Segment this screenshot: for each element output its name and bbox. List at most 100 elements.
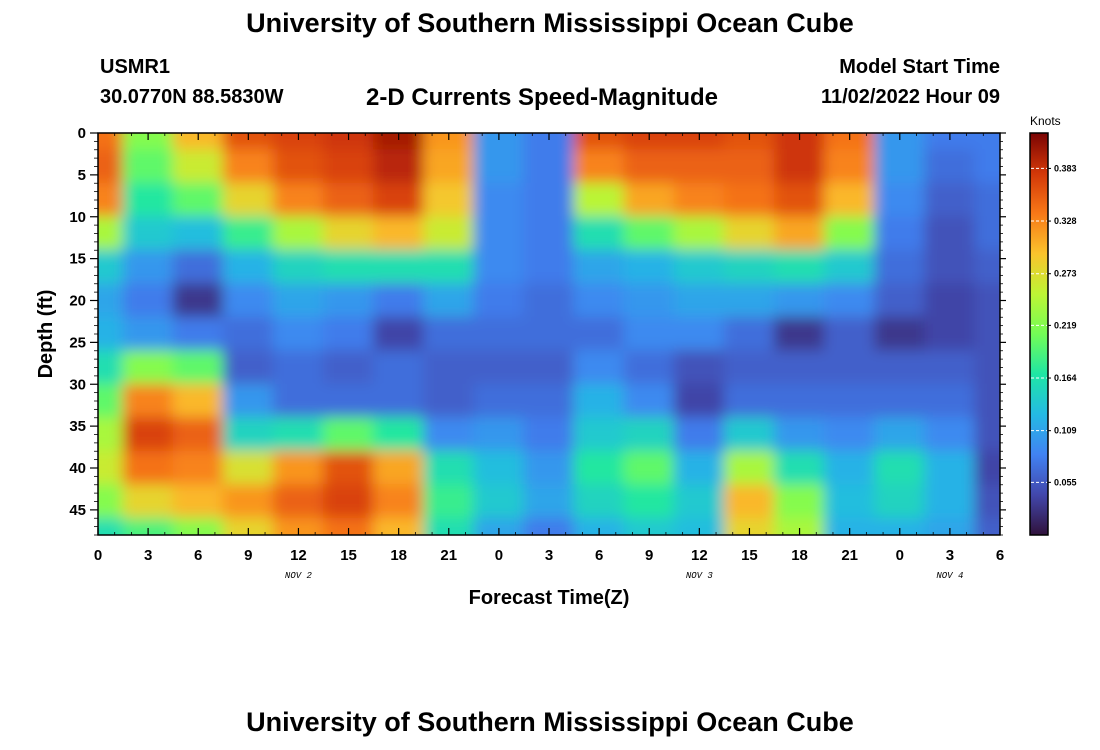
heat-cell — [924, 484, 976, 519]
y-tick-label: 45 — [69, 502, 86, 519]
heat-cell — [423, 149, 475, 184]
colorbar-tick-label: 0.383 — [1054, 163, 1077, 173]
heat-cell — [473, 383, 525, 419]
heat-cell — [323, 450, 375, 486]
heat-cell — [723, 417, 775, 452]
heat-cell — [323, 182, 375, 218]
heat-cell — [924, 417, 976, 452]
heat-cell — [373, 350, 425, 385]
heat-cell — [673, 149, 725, 184]
heat-cell — [723, 249, 775, 285]
heat-cell — [473, 316, 525, 352]
x-tick-label: 18 — [390, 547, 407, 564]
heat-cell — [323, 383, 375, 419]
heat-cell — [172, 283, 224, 318]
heat-cell — [373, 450, 425, 486]
heat-cell — [373, 484, 425, 519]
model-start-label: Model Start Time — [839, 56, 1000, 78]
y-tick-label: 0 — [78, 125, 86, 142]
colorbar-tick-label: 0.164 — [1054, 373, 1077, 383]
heat-cell — [473, 450, 525, 486]
heat-cell — [473, 350, 525, 385]
heat-cell — [874, 517, 926, 535]
y-tick-label: 30 — [69, 376, 86, 393]
x-tick-label: 0 — [896, 547, 904, 564]
heat-cell — [323, 149, 375, 184]
heat-cell — [423, 249, 475, 285]
heat-cell — [323, 350, 375, 385]
heat-cell — [222, 350, 274, 385]
heat-cell — [523, 249, 575, 285]
heat-cell — [974, 316, 1000, 352]
heat-cell — [323, 249, 375, 285]
x-tick-label: 3 — [545, 547, 553, 564]
heat-cell — [473, 517, 525, 535]
x-tick-label: 3 — [144, 547, 152, 564]
heat-cell — [172, 182, 224, 218]
heat-cell — [723, 133, 775, 151]
heat-cell — [774, 383, 826, 419]
heat-cell — [924, 383, 976, 419]
heat-cell — [573, 133, 625, 151]
heat-cell — [98, 417, 124, 452]
y-axis-title: Depth (ft) — [35, 290, 57, 379]
heat-cell — [222, 133, 274, 151]
colorbar — [1029, 132, 1049, 536]
heat-cell — [98, 149, 124, 184]
heat-cell — [824, 283, 876, 318]
y-tick-label: 40 — [69, 460, 86, 477]
heat-cell — [423, 417, 475, 452]
heat-cell — [623, 517, 675, 535]
heat-cell — [924, 450, 976, 486]
heat-cell — [623, 450, 675, 486]
heat-cell — [98, 484, 124, 519]
heat-cell — [222, 484, 274, 519]
heat-cell — [473, 182, 525, 218]
heat-cell — [172, 316, 224, 352]
heat-cell — [423, 316, 475, 352]
station-id: USMR1 — [100, 56, 171, 78]
heat-cell — [272, 149, 324, 184]
heat-cell — [723, 216, 775, 251]
heat-cell — [573, 383, 625, 419]
heat-cell — [774, 283, 826, 318]
heat-cell — [172, 417, 224, 452]
heat-cell — [723, 316, 775, 352]
heat-cell — [774, 149, 826, 184]
x-tick-label: 15 — [741, 547, 758, 564]
heat-cell — [98, 182, 124, 218]
heat-cell — [98, 283, 124, 318]
heat-cell — [874, 133, 926, 151]
heat-cell — [373, 383, 425, 419]
heat-cell — [824, 249, 876, 285]
heat-cell — [824, 316, 876, 352]
heat-cell — [673, 450, 725, 486]
heat-cell — [723, 450, 775, 486]
heat-cell — [974, 450, 1000, 486]
heat-cell — [924, 216, 976, 251]
heat-cell — [673, 316, 725, 352]
heat-cell — [623, 316, 675, 352]
heat-cell — [523, 417, 575, 452]
heat-cell — [272, 517, 324, 535]
model-start-value: 11/02/2022 Hour 09 — [820, 86, 1000, 108]
heat-cell — [272, 182, 324, 218]
main-title: University of Southern Mississippi Ocean… — [246, 8, 854, 38]
x-tick-label: 9 — [645, 547, 653, 564]
heat-cell — [523, 350, 575, 385]
x-axis-title: Forecast Time(Z) — [469, 587, 630, 609]
colorbar-ticks: 0.055 0.109 0.164 0.219 0.273 0.328 0.383 — [1031, 163, 1077, 487]
heat-cell — [98, 383, 124, 419]
heat-cell — [774, 350, 826, 385]
heat-cell — [924, 133, 976, 151]
x-tick-label: 0 — [495, 547, 503, 564]
heat-cell — [523, 383, 575, 419]
x-tick-label: 6 — [595, 547, 603, 564]
heat-cell — [623, 133, 675, 151]
y-tick-label: 35 — [69, 418, 86, 435]
heat-cell — [122, 417, 174, 452]
heat-cell — [573, 216, 625, 251]
heat-cell — [473, 249, 525, 285]
heat-cell — [774, 316, 826, 352]
heat-cell — [924, 249, 976, 285]
